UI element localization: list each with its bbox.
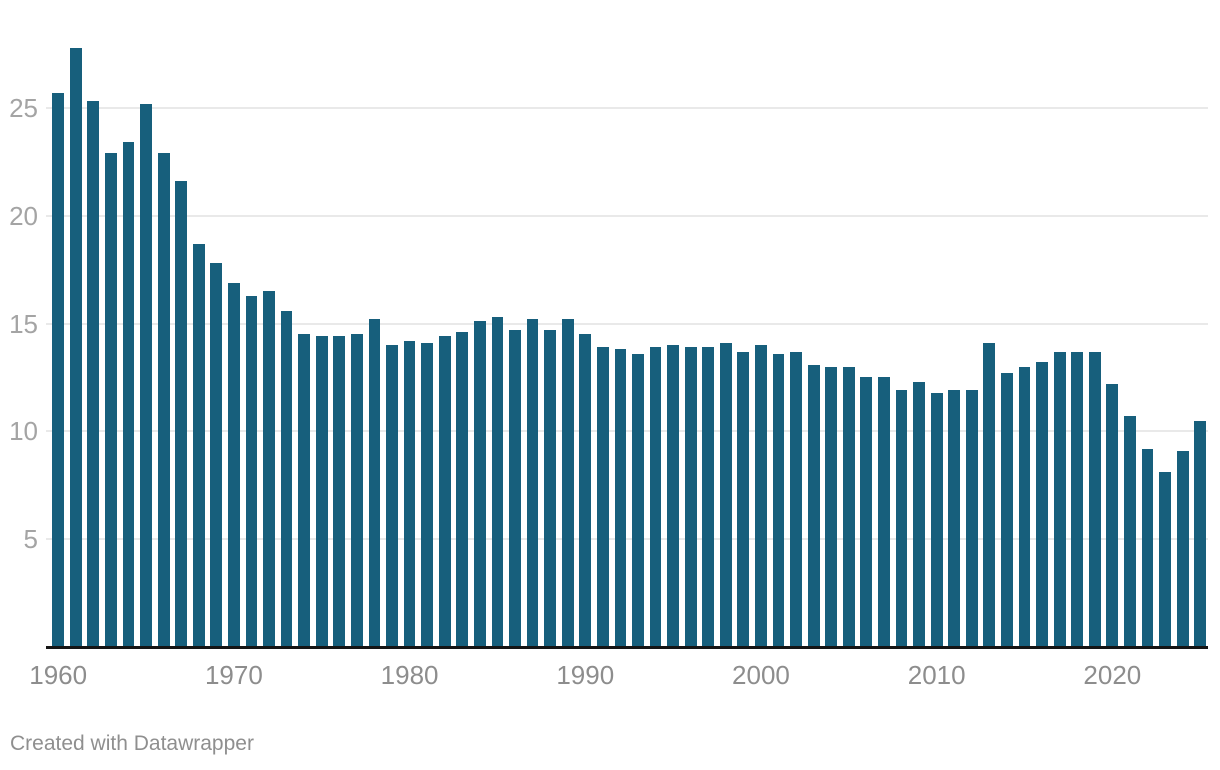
- bar-2005: [842, 366, 855, 647]
- bar-1993: [632, 353, 644, 647]
- bar-2024: [1176, 450, 1189, 647]
- bar-1980: [403, 340, 416, 647]
- bar-1967: [175, 181, 188, 647]
- bar-2011: [948, 390, 961, 647]
- gridline-20: [46, 214, 1208, 217]
- y-tick-label-25: 25: [9, 92, 38, 123]
- bar-2009: [913, 381, 925, 647]
- bar-1992: [614, 349, 627, 647]
- y-tick-label-5: 5: [23, 524, 38, 555]
- bar-1994: [649, 347, 662, 647]
- bar-2019: [1088, 351, 1101, 647]
- bar-1960: [52, 92, 65, 647]
- bar-1970: [227, 282, 240, 647]
- bar-1996: [684, 347, 697, 647]
- bar-1995: [667, 345, 680, 647]
- bar-2007: [878, 377, 890, 647]
- bar-2006: [860, 377, 873, 647]
- bar-1987: [526, 319, 539, 647]
- gridline-5: [46, 538, 1208, 541]
- bar-2012: [965, 390, 978, 647]
- bar-1982: [438, 336, 451, 647]
- bar-1983: [456, 332, 469, 647]
- bar-2022: [1141, 448, 1154, 647]
- bar-2016: [1036, 362, 1048, 647]
- bar-2014: [1001, 373, 1013, 647]
- x-tick-label-1970: 1970: [204, 660, 263, 690]
- bar-1966: [157, 153, 170, 647]
- bar-1976: [333, 336, 346, 647]
- bar-1998: [719, 342, 732, 647]
- bar-1999: [737, 351, 750, 647]
- bar-2002: [790, 351, 802, 647]
- gridline-25: [46, 106, 1208, 109]
- bar-1964: [122, 142, 135, 647]
- bar-2020: [1106, 383, 1119, 647]
- y-tick-label-20: 20: [9, 200, 38, 231]
- bar-1968: [192, 243, 205, 647]
- bar-1965: [140, 103, 152, 647]
- bar-1969: [210, 263, 223, 647]
- bar-1981: [421, 342, 434, 647]
- bar-1984: [473, 321, 486, 647]
- y-tick-label-15: 15: [9, 308, 38, 339]
- bar-1978: [368, 319, 381, 647]
- x-axis-baseline: [46, 646, 1208, 649]
- bar-1985: [491, 317, 504, 647]
- bar-1962: [87, 101, 100, 647]
- x-tick-label-1960: 1960: [29, 660, 88, 690]
- x-tick-label-2020: 2020: [1083, 660, 1142, 690]
- bar-2023: [1159, 472, 1171, 647]
- x-tick-label-1980: 1980: [380, 660, 439, 690]
- bar-1974: [298, 334, 311, 647]
- bar-1988: [544, 330, 557, 647]
- bar-1971: [245, 295, 258, 647]
- bar-1990: [579, 334, 592, 647]
- y-tick-label-10: 10: [9, 416, 38, 447]
- bar-2003: [807, 364, 820, 647]
- bar-1991: [596, 347, 609, 647]
- bar-2025: [1194, 420, 1207, 647]
- bar-1973: [280, 310, 293, 647]
- bar-2010: [930, 392, 943, 647]
- gridline-15: [46, 322, 1208, 325]
- bar-1972: [263, 291, 275, 647]
- bar-1989: [561, 319, 574, 647]
- x-tick-label-2010: 2010: [907, 660, 966, 690]
- bar-1977: [350, 334, 363, 647]
- bar-2000: [755, 345, 767, 647]
- datawrapper-credit-link[interactable]: Created with Datawrapper: [10, 732, 254, 755]
- x-tick-label-1990: 1990: [556, 660, 615, 690]
- bar-1975: [315, 336, 328, 647]
- gridline-10: [46, 430, 1208, 433]
- bar-1961: [69, 47, 82, 647]
- bar-2017: [1053, 351, 1066, 647]
- bar-2018: [1071, 351, 1084, 647]
- bar-2001: [772, 353, 785, 647]
- bar-2021: [1124, 416, 1136, 647]
- bar-2013: [983, 342, 996, 647]
- bar-1997: [702, 347, 715, 647]
- bar-2008: [895, 390, 908, 647]
- x-tick-label-2000: 2000: [732, 660, 790, 690]
- bar-1986: [509, 330, 521, 647]
- bar-2004: [825, 366, 838, 647]
- bar-1979: [386, 345, 398, 647]
- bar-1963: [105, 153, 117, 647]
- bar-2015: [1018, 366, 1031, 647]
